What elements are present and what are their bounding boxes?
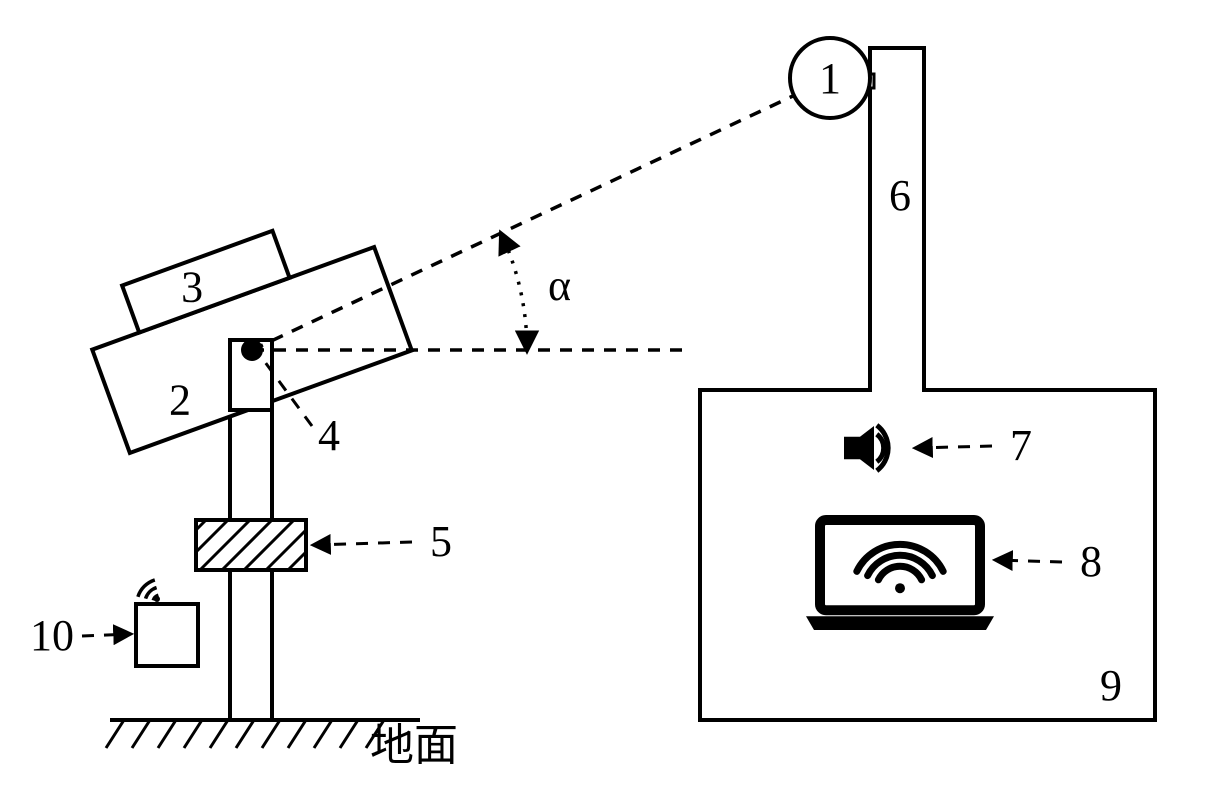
- angle-slant-dashed: [252, 95, 795, 350]
- label-4: 4: [318, 411, 340, 460]
- diagram-root: 地面 2 3 α 4 5 10 6 1 7 8 9: [0, 0, 1231, 798]
- angle-arc: [501, 234, 527, 350]
- ground-hatch: [184, 720, 202, 748]
- wifi-box-10: [136, 604, 198, 666]
- ground-hatch: [236, 720, 254, 748]
- ground-hatch: [132, 720, 150, 748]
- ground-hatch: [314, 720, 332, 748]
- label-8: 8: [1080, 537, 1102, 586]
- label-9: 9: [1100, 661, 1122, 710]
- label-alpha: α: [548, 261, 571, 310]
- label-6: 6: [889, 171, 911, 220]
- laptop-base-icon: [806, 616, 994, 630]
- label-7: 7: [1010, 421, 1032, 470]
- laptop-wifi-dot-icon: [895, 583, 905, 593]
- ground-hatch: [210, 720, 228, 748]
- label-5: 5: [430, 517, 452, 566]
- ground-hatch: [262, 720, 280, 748]
- label-10: 10: [30, 611, 74, 660]
- leader-10: [82, 634, 130, 636]
- wifi-dot-icon: [154, 596, 160, 602]
- leader-5: [314, 542, 412, 545]
- ground-hatch: [106, 720, 124, 748]
- label-3: 3: [181, 262, 203, 311]
- label-1: 1: [819, 54, 841, 103]
- ground-hatch: [158, 720, 176, 748]
- ground-hatch: [288, 720, 306, 748]
- ground-label: 地面: [370, 721, 458, 770]
- label-2: 2: [169, 375, 191, 424]
- ground-hatch: [340, 720, 358, 748]
- diagram-svg: 地面 2 3 α 4 5 10 6 1 7 8 9: [0, 0, 1231, 798]
